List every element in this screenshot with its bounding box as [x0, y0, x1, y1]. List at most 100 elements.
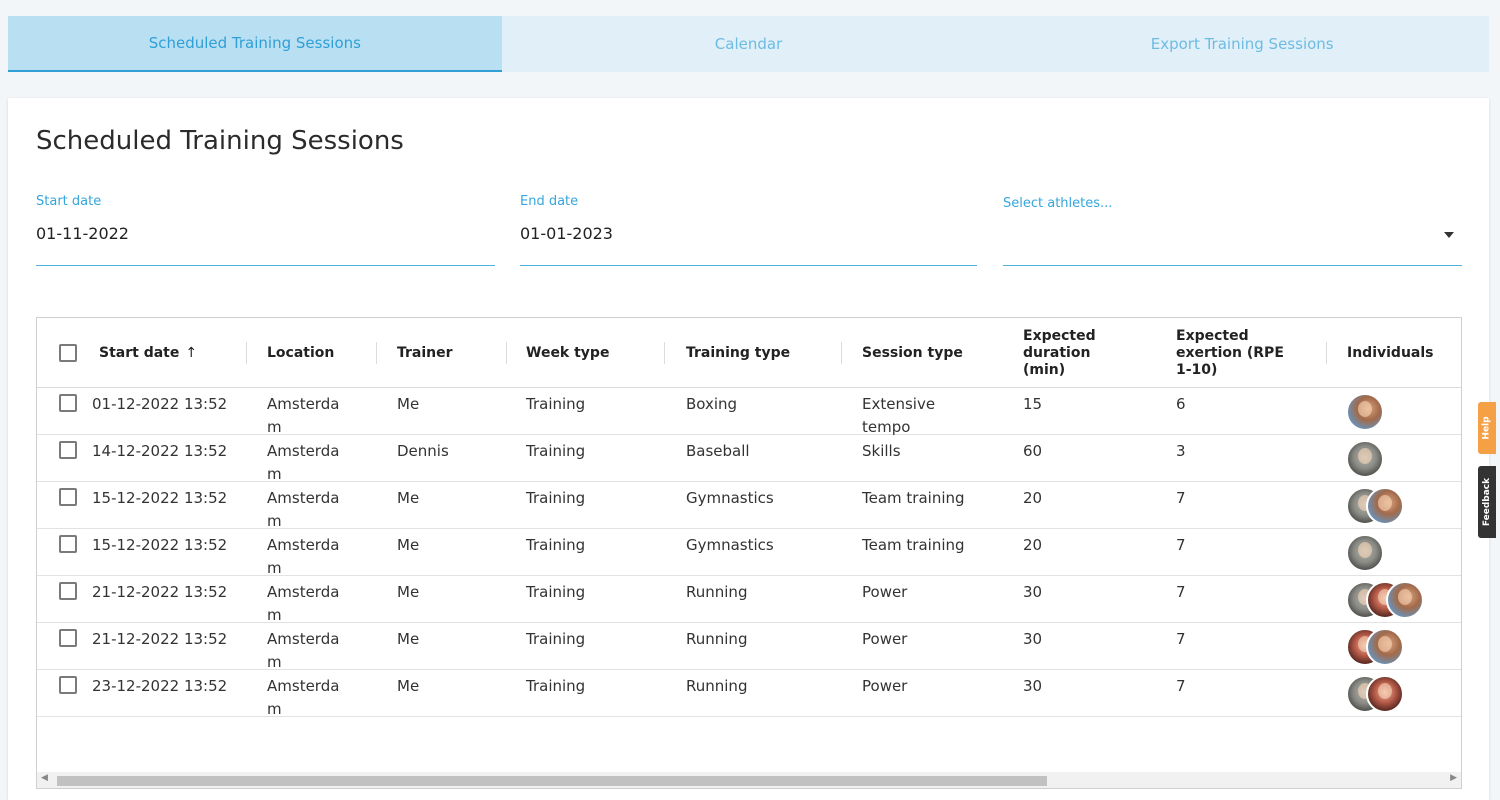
- horizontal-scrollbar[interactable]: ◀ ▶: [37, 772, 1461, 788]
- caret-down-icon[interactable]: [1444, 232, 1454, 238]
- column-start-date[interactable]: Start date ↑: [99, 318, 197, 388]
- tab-bar: Scheduled Training Sessions Calendar Exp…: [8, 16, 1489, 72]
- cell-expected-exertion: 6: [1176, 395, 1186, 413]
- scrollbar-thumb[interactable]: [57, 776, 1047, 786]
- cell-training-type: Gymnastics: [686, 536, 774, 554]
- cell-trainer: Dennis: [397, 442, 449, 460]
- cell-week-type: Training: [526, 677, 586, 695]
- tab-calendar[interactable]: Calendar: [714, 35, 783, 53]
- table-row[interactable]: 21-12-2022 13:52 Amsterdam Me Training Runni…: [37, 623, 1461, 671]
- avatar[interactable]: [1366, 628, 1404, 666]
- cell-session-type: Power: [862, 630, 908, 648]
- column-individuals-label: Individuals: [1347, 344, 1434, 361]
- cell-session-type: Power: [862, 677, 908, 695]
- cell-session-type: Team training: [862, 489, 965, 507]
- cell-location: Amsterdam: [267, 583, 340, 624]
- help-tab[interactable]: Help: [1478, 402, 1496, 454]
- column-location[interactable]: Location: [267, 318, 334, 388]
- cell-expected-duration: 60: [1023, 442, 1043, 460]
- cell-location: Amsterdam: [267, 536, 340, 577]
- column-session-type-label: Session type: [862, 344, 963, 361]
- scroll-left-icon[interactable]: ◀: [41, 773, 48, 783]
- column-session-type[interactable]: Session type: [862, 318, 963, 388]
- row-checkbox[interactable]: [59, 535, 77, 553]
- athletes-select[interactable]: Select athletes...: [1003, 194, 1462, 266]
- avatar[interactable]: [1346, 440, 1384, 478]
- row-checkbox[interactable]: [59, 441, 77, 459]
- cell-start-date: 21-12-2022 13:52: [92, 583, 228, 601]
- help-tab-label: Help: [1482, 416, 1493, 440]
- cell-training-type: Running: [686, 677, 748, 695]
- row-checkbox[interactable]: [59, 394, 77, 412]
- avatar[interactable]: [1366, 675, 1404, 713]
- feedback-tab[interactable]: Feedback: [1478, 466, 1496, 538]
- cell-location: Amsterdam: [267, 630, 340, 671]
- select-all-checkbox[interactable]: [59, 344, 77, 362]
- cell-expected-duration: 20: [1023, 536, 1043, 554]
- table-header: Start date ↑ Location Trainer Week type …: [37, 318, 1461, 388]
- start-date-value: 01-11-2022: [36, 224, 129, 243]
- arrow-up-icon[interactable]: ↑: [185, 344, 198, 361]
- cell-expected-exertion: 7: [1176, 583, 1186, 601]
- start-date-field[interactable]: Start date 01-11-2022: [36, 194, 495, 266]
- column-week-type[interactable]: Week type: [526, 318, 609, 388]
- feedback-tab-label: Feedback: [1482, 477, 1492, 527]
- cell-expected-exertion: 7: [1176, 489, 1186, 507]
- table-row[interactable]: 21-12-2022 13:52 Amsterdam Me Training Runni…: [37, 576, 1461, 624]
- table-row[interactable]: 15-12-2022 13:52 Amsterdam Me Training Gymna…: [37, 529, 1461, 577]
- avatar[interactable]: [1386, 581, 1424, 619]
- cell-week-type: Training: [526, 630, 586, 648]
- row-checkbox[interactable]: [59, 488, 77, 506]
- column-trainer[interactable]: Trainer: [397, 318, 453, 388]
- column-expected-duration[interactable]: Expected duration (min): [1023, 318, 1123, 388]
- avatar[interactable]: [1346, 393, 1384, 431]
- column-individuals[interactable]: Individuals: [1347, 318, 1434, 388]
- page-title: Scheduled Training Sessions: [36, 126, 404, 156]
- scroll-right-icon[interactable]: ▶: [1450, 773, 1457, 783]
- column-week-type-label: Week type: [526, 344, 610, 361]
- cell-training-type: Boxing: [686, 395, 738, 413]
- column-expected-duration-label: Expected duration (min): [1023, 327, 1096, 378]
- table-row[interactable]: 23-12-2022 13:52 Amsterdam Me Training Runni…: [37, 670, 1461, 718]
- avatar[interactable]: [1366, 487, 1404, 525]
- individuals-avatars: [1346, 487, 1404, 525]
- column-separator: [246, 342, 247, 364]
- tab-export-training-sessions[interactable]: Export Training Sessions: [1150, 35, 1334, 53]
- cell-week-type: Training: [526, 583, 586, 601]
- cell-start-date: 15-12-2022 13:52: [92, 536, 228, 554]
- row-checkbox[interactable]: [59, 676, 77, 694]
- row-checkbox[interactable]: [59, 629, 77, 647]
- row-checkbox[interactable]: [59, 582, 77, 600]
- column-expected-exertion-label: Expected exertion (RPE 1-10): [1176, 327, 1284, 378]
- individuals-avatars: [1346, 534, 1384, 572]
- column-location-label: Location: [267, 344, 335, 361]
- column-separator: [1326, 342, 1327, 364]
- table-row[interactable]: 15-12-2022 13:52 Amsterdam Me Training Gymna…: [37, 482, 1461, 530]
- end-date-field[interactable]: End date 01-01-2023: [520, 194, 977, 266]
- tab-scheduled-training-sessions[interactable]: Scheduled Training Sessions: [8, 16, 502, 72]
- table-row[interactable]: 14-12-2022 13:52 Amsterdam Dennis Training B…: [37, 435, 1461, 483]
- cell-expected-duration: 15: [1023, 395, 1043, 413]
- cell-training-type: Baseball: [686, 442, 750, 460]
- cell-trainer: Me: [397, 677, 420, 695]
- cell-session-type: Skills: [862, 442, 901, 460]
- individuals-avatars: [1346, 675, 1404, 713]
- cell-expected-exertion: 7: [1176, 536, 1186, 554]
- cell-session-type: Extensive tempo: [862, 395, 936, 436]
- cell-week-type: Training: [526, 536, 586, 554]
- avatar[interactable]: [1346, 534, 1384, 572]
- column-separator: [376, 342, 377, 364]
- individuals-avatars: [1346, 581, 1424, 619]
- column-training-type[interactable]: Training type: [686, 318, 790, 388]
- cell-location: Amsterdam: [267, 442, 340, 483]
- cell-expected-exertion: 3: [1176, 442, 1186, 460]
- cell-start-date: 23-12-2022 13:52: [92, 677, 228, 695]
- column-expected-exertion[interactable]: Expected exertion (RPE 1-10): [1176, 318, 1301, 388]
- cell-location: Amsterdam: [267, 677, 340, 718]
- cell-start-date: 14-12-2022 13:52: [92, 442, 228, 460]
- cell-expected-duration: 30: [1023, 583, 1043, 601]
- cell-training-type: Gymnastics: [686, 489, 774, 507]
- table-row[interactable]: 01-12-2022 13:52 Amsterdam Me Training Boxin…: [37, 388, 1461, 436]
- column-separator: [506, 342, 507, 364]
- cell-trainer: Me: [397, 489, 420, 507]
